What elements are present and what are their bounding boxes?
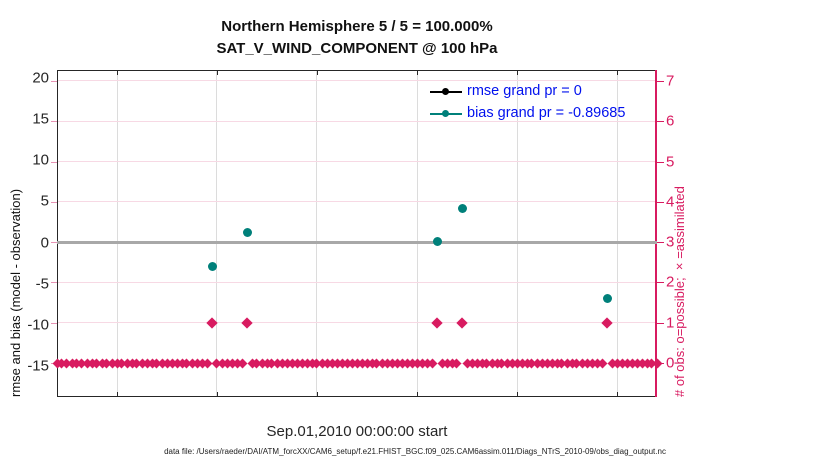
right-y-tick-label: 1	[666, 314, 675, 332]
right-y-tick-label: 2	[666, 273, 675, 291]
left-y-tick-label: 10	[32, 151, 49, 169]
x-tick-mark-bottom	[417, 392, 418, 397]
right-tick-mark	[657, 201, 664, 203]
legend-label-rmse: rmse grand pr = 0	[467, 83, 582, 99]
vertical-gridline	[616, 70, 618, 397]
left-outer-tick	[51, 322, 57, 324]
left-y-tick-label: 20	[32, 69, 49, 87]
horizontal-gridline	[57, 120, 657, 122]
x-tick-mark-top	[117, 70, 118, 75]
left-y-tick-label: -15	[27, 357, 49, 375]
right-tick-mark	[657, 80, 664, 82]
vertical-gridline	[316, 70, 318, 397]
obs-count-one-marker	[456, 317, 468, 329]
right-y-tick-label: 7	[666, 72, 675, 90]
left-y-tick-label: 0	[40, 234, 49, 252]
x-tick-mark-bottom	[617, 392, 618, 397]
title-line-1: Northern Hemisphere 5 / 5 = 100.000%	[221, 18, 493, 35]
bias-data-point	[207, 261, 217, 271]
vertical-gridline	[216, 70, 218, 397]
right-axis-line	[655, 70, 657, 397]
x-tick-mark-top	[317, 70, 318, 75]
rmse-line-swatch	[430, 87, 462, 96]
vertical-gridline	[116, 70, 118, 397]
top-axis-line	[57, 70, 657, 71]
right-tick-mark	[657, 322, 664, 324]
right-tick-mark	[657, 242, 664, 244]
bias-data-point	[432, 237, 442, 247]
plot-area[interactable]: rmse grand pr = 0 bias grand pr = -0.896…	[27, 70, 674, 397]
bias-data-point	[602, 293, 612, 303]
left-y-tick-label: 15	[32, 110, 49, 128]
horizontal-gridline	[57, 80, 657, 82]
left-outer-tick	[51, 161, 57, 163]
legend-item-bias: bias grand pr = -0.89685	[430, 102, 625, 124]
left-outer-tick	[51, 242, 57, 244]
x-tick-mark-bottom	[117, 392, 118, 397]
left-y-tick-label: -5	[35, 275, 49, 293]
obs-count-one-marker	[241, 317, 253, 329]
left-y-tick-label: -10	[27, 316, 49, 334]
bias-data-point	[457, 204, 467, 214]
right-y-tick-label: 5	[666, 153, 675, 171]
left-axis-line	[57, 70, 58, 397]
vertical-gridline	[516, 70, 518, 397]
left-outer-tick	[51, 282, 57, 284]
right-y-tick-label: 4	[666, 193, 675, 211]
right-y-tick-label: 0	[666, 354, 675, 372]
obs-count-one-marker	[431, 317, 443, 329]
right-y-tick-label: 6	[666, 112, 675, 130]
right-tick-mark	[657, 161, 664, 163]
x-tick-mark-bottom	[317, 392, 318, 397]
left-outer-tick	[51, 121, 57, 123]
horizontal-gridline	[57, 161, 657, 163]
zero-reference-line	[57, 241, 657, 245]
horizontal-gridline	[57, 201, 657, 203]
x-tick-mark-top	[417, 70, 418, 75]
left-y-tick-label: 5	[40, 192, 49, 210]
data-file-footer: data file: /Users/raeder/DAI/ATM_forcXX/…	[164, 447, 666, 456]
title-line-2: SAT_V_WIND_COMPONENT @ 100 hPa	[216, 40, 498, 57]
x-tick-mark-bottom	[217, 392, 218, 397]
x-tick-mark-top	[217, 70, 218, 75]
vertical-gridline	[416, 70, 418, 397]
legend[interactable]: rmse grand pr = 0 bias grand pr = -0.896…	[430, 80, 625, 124]
legend-item-rmse: rmse grand pr = 0	[430, 80, 625, 102]
chart-title: Northern Hemisphere 5 / 5 = 100.000% SAT…	[57, 16, 657, 60]
left-outer-tick	[51, 201, 57, 203]
x-axis-label: Sep.01,2010 00:00:00 start	[266, 423, 448, 440]
legend-label-bias: bias grand pr = -0.89685	[467, 105, 626, 121]
x-tick-mark-top	[517, 70, 518, 75]
right-tick-mark	[657, 121, 664, 123]
bottom-axis-line	[57, 396, 657, 397]
horizontal-gridline	[57, 322, 657, 324]
right-tick-mark	[657, 282, 664, 284]
x-tick-mark-bottom	[517, 392, 518, 397]
x-tick-mark-top	[617, 70, 618, 75]
horizontal-gridline	[57, 281, 657, 283]
right-y-tick-label: 3	[666, 233, 675, 251]
bias-data-point	[242, 228, 252, 238]
bias-line-swatch	[430, 109, 462, 118]
obs-count-one-marker	[601, 317, 613, 329]
left-outer-tick	[51, 80, 57, 82]
